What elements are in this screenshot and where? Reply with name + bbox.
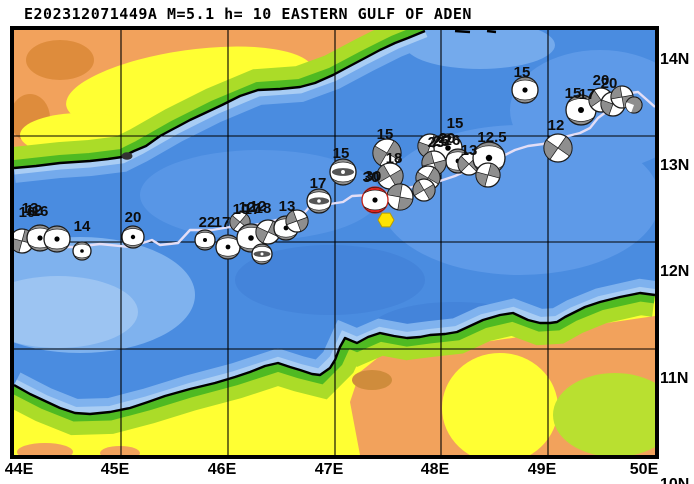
y-tick-14N: 14N (660, 51, 690, 68)
beachball (475, 162, 501, 188)
x-tick-50E: 50E (629, 461, 659, 478)
depth-label: 12 (26, 202, 43, 219)
beachball (121, 225, 145, 249)
depth-label: 12 (239, 199, 256, 216)
ridge-axis-line (14, 90, 655, 249)
beachball (72, 241, 92, 261)
depth-label: 17 (310, 175, 327, 192)
depth-label: 20 (593, 72, 610, 89)
island (121, 152, 133, 160)
depth-label: 22 (199, 214, 216, 231)
depth-label: 12 (250, 198, 267, 215)
depth-label: 10 (233, 201, 250, 218)
depth-label: 16 (32, 203, 49, 220)
depth-label: 17 (214, 214, 231, 231)
x-tick-44E: 44E (4, 461, 34, 478)
depth-label: 12.5 (477, 129, 506, 146)
beachball (543, 133, 573, 163)
beachball (215, 234, 241, 260)
depth-label: 17 (579, 86, 596, 103)
station-hexagon-marker (377, 212, 395, 228)
beachball (285, 209, 309, 233)
depth-label: 13 (461, 142, 478, 159)
x-tick-49E: 49E (527, 461, 557, 478)
depth-label: 14 (74, 218, 91, 235)
beachball (625, 96, 643, 114)
map-frame (10, 26, 659, 459)
y-tick-11N: 11N (660, 370, 689, 387)
depth-label: 12 (548, 117, 565, 134)
depth-label: 18 (386, 150, 403, 167)
beachball (376, 162, 404, 190)
depth-label: 17 (244, 201, 261, 218)
depth-label: 20 (439, 130, 456, 147)
beachball (372, 138, 402, 168)
plot-title: E202312071449A M=5.1 h= 10 EASTERN GULF … (24, 5, 472, 23)
x-tick-46E: 46E (207, 461, 237, 478)
beachball (251, 243, 273, 265)
depth-label: 20 (125, 209, 142, 226)
beachball (329, 158, 357, 186)
depth-label: 15 (447, 115, 464, 132)
depth-label: 18 (255, 200, 272, 217)
depth-label: 15 (377, 126, 394, 143)
depth-label: 26 (444, 132, 461, 149)
x-tick-45E: 45E (100, 461, 130, 478)
beachball (306, 188, 332, 214)
depth-label: 15 (333, 145, 350, 162)
y-tick-13N: 13N (660, 157, 690, 174)
x-tick-47E: 47E (314, 461, 344, 478)
beachball (412, 178, 436, 202)
depth-label: 30 (365, 168, 382, 185)
depth-label: 25 (433, 133, 450, 150)
depth-label: 30 (363, 169, 380, 186)
depth-label: 13 (279, 198, 296, 215)
depth-label: 10 (19, 204, 36, 221)
main-event-beachball (361, 186, 389, 214)
graticule (14, 30, 655, 455)
y-tick-10N: 10N (660, 476, 689, 484)
y-tick-12N: 12N (660, 263, 690, 280)
depth-label: 23 (428, 134, 445, 151)
coastlines (14, 30, 655, 416)
beachball (43, 225, 71, 253)
depth-label: 20 (601, 75, 618, 92)
depth-label: 15 (565, 85, 582, 102)
x-tick-48E: 48E (420, 461, 450, 478)
beachball (511, 76, 539, 104)
beachball (194, 229, 216, 251)
depth-label: 15 (514, 64, 531, 81)
depth-label: 13 (22, 200, 39, 217)
